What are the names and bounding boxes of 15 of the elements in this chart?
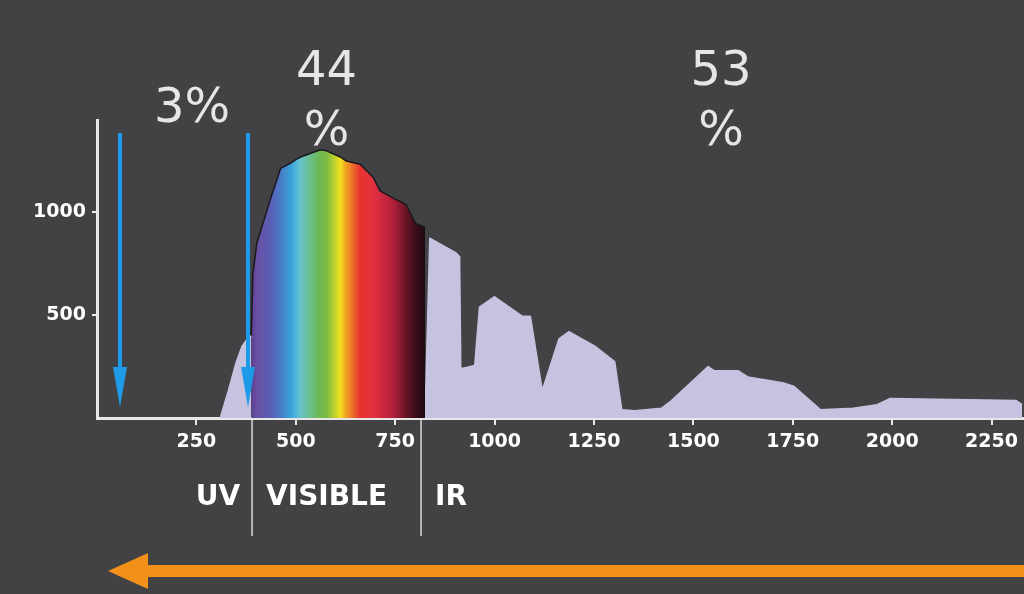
x-tick-label: 2000	[865, 429, 919, 452]
annotation: 3%	[153, 77, 231, 133]
x-tick-label: 2250	[965, 429, 1018, 452]
ref-line-label: IR	[435, 479, 468, 513]
x-tick-label: 1500	[666, 429, 720, 452]
text: UV	[195, 479, 241, 513]
x-tick-label: 250	[176, 429, 217, 452]
x-tick-label: 500	[275, 429, 316, 452]
x-tick-label: 1250	[567, 429, 621, 452]
x-tick-label: 750	[375, 429, 416, 452]
x-tick-label: 1750	[766, 429, 820, 452]
ref-line-label: VISIBLE	[266, 479, 388, 513]
annotation: 53 %	[690, 40, 752, 156]
annotation: 44 %	[296, 40, 358, 156]
x-tick-label: 1000	[468, 429, 522, 452]
